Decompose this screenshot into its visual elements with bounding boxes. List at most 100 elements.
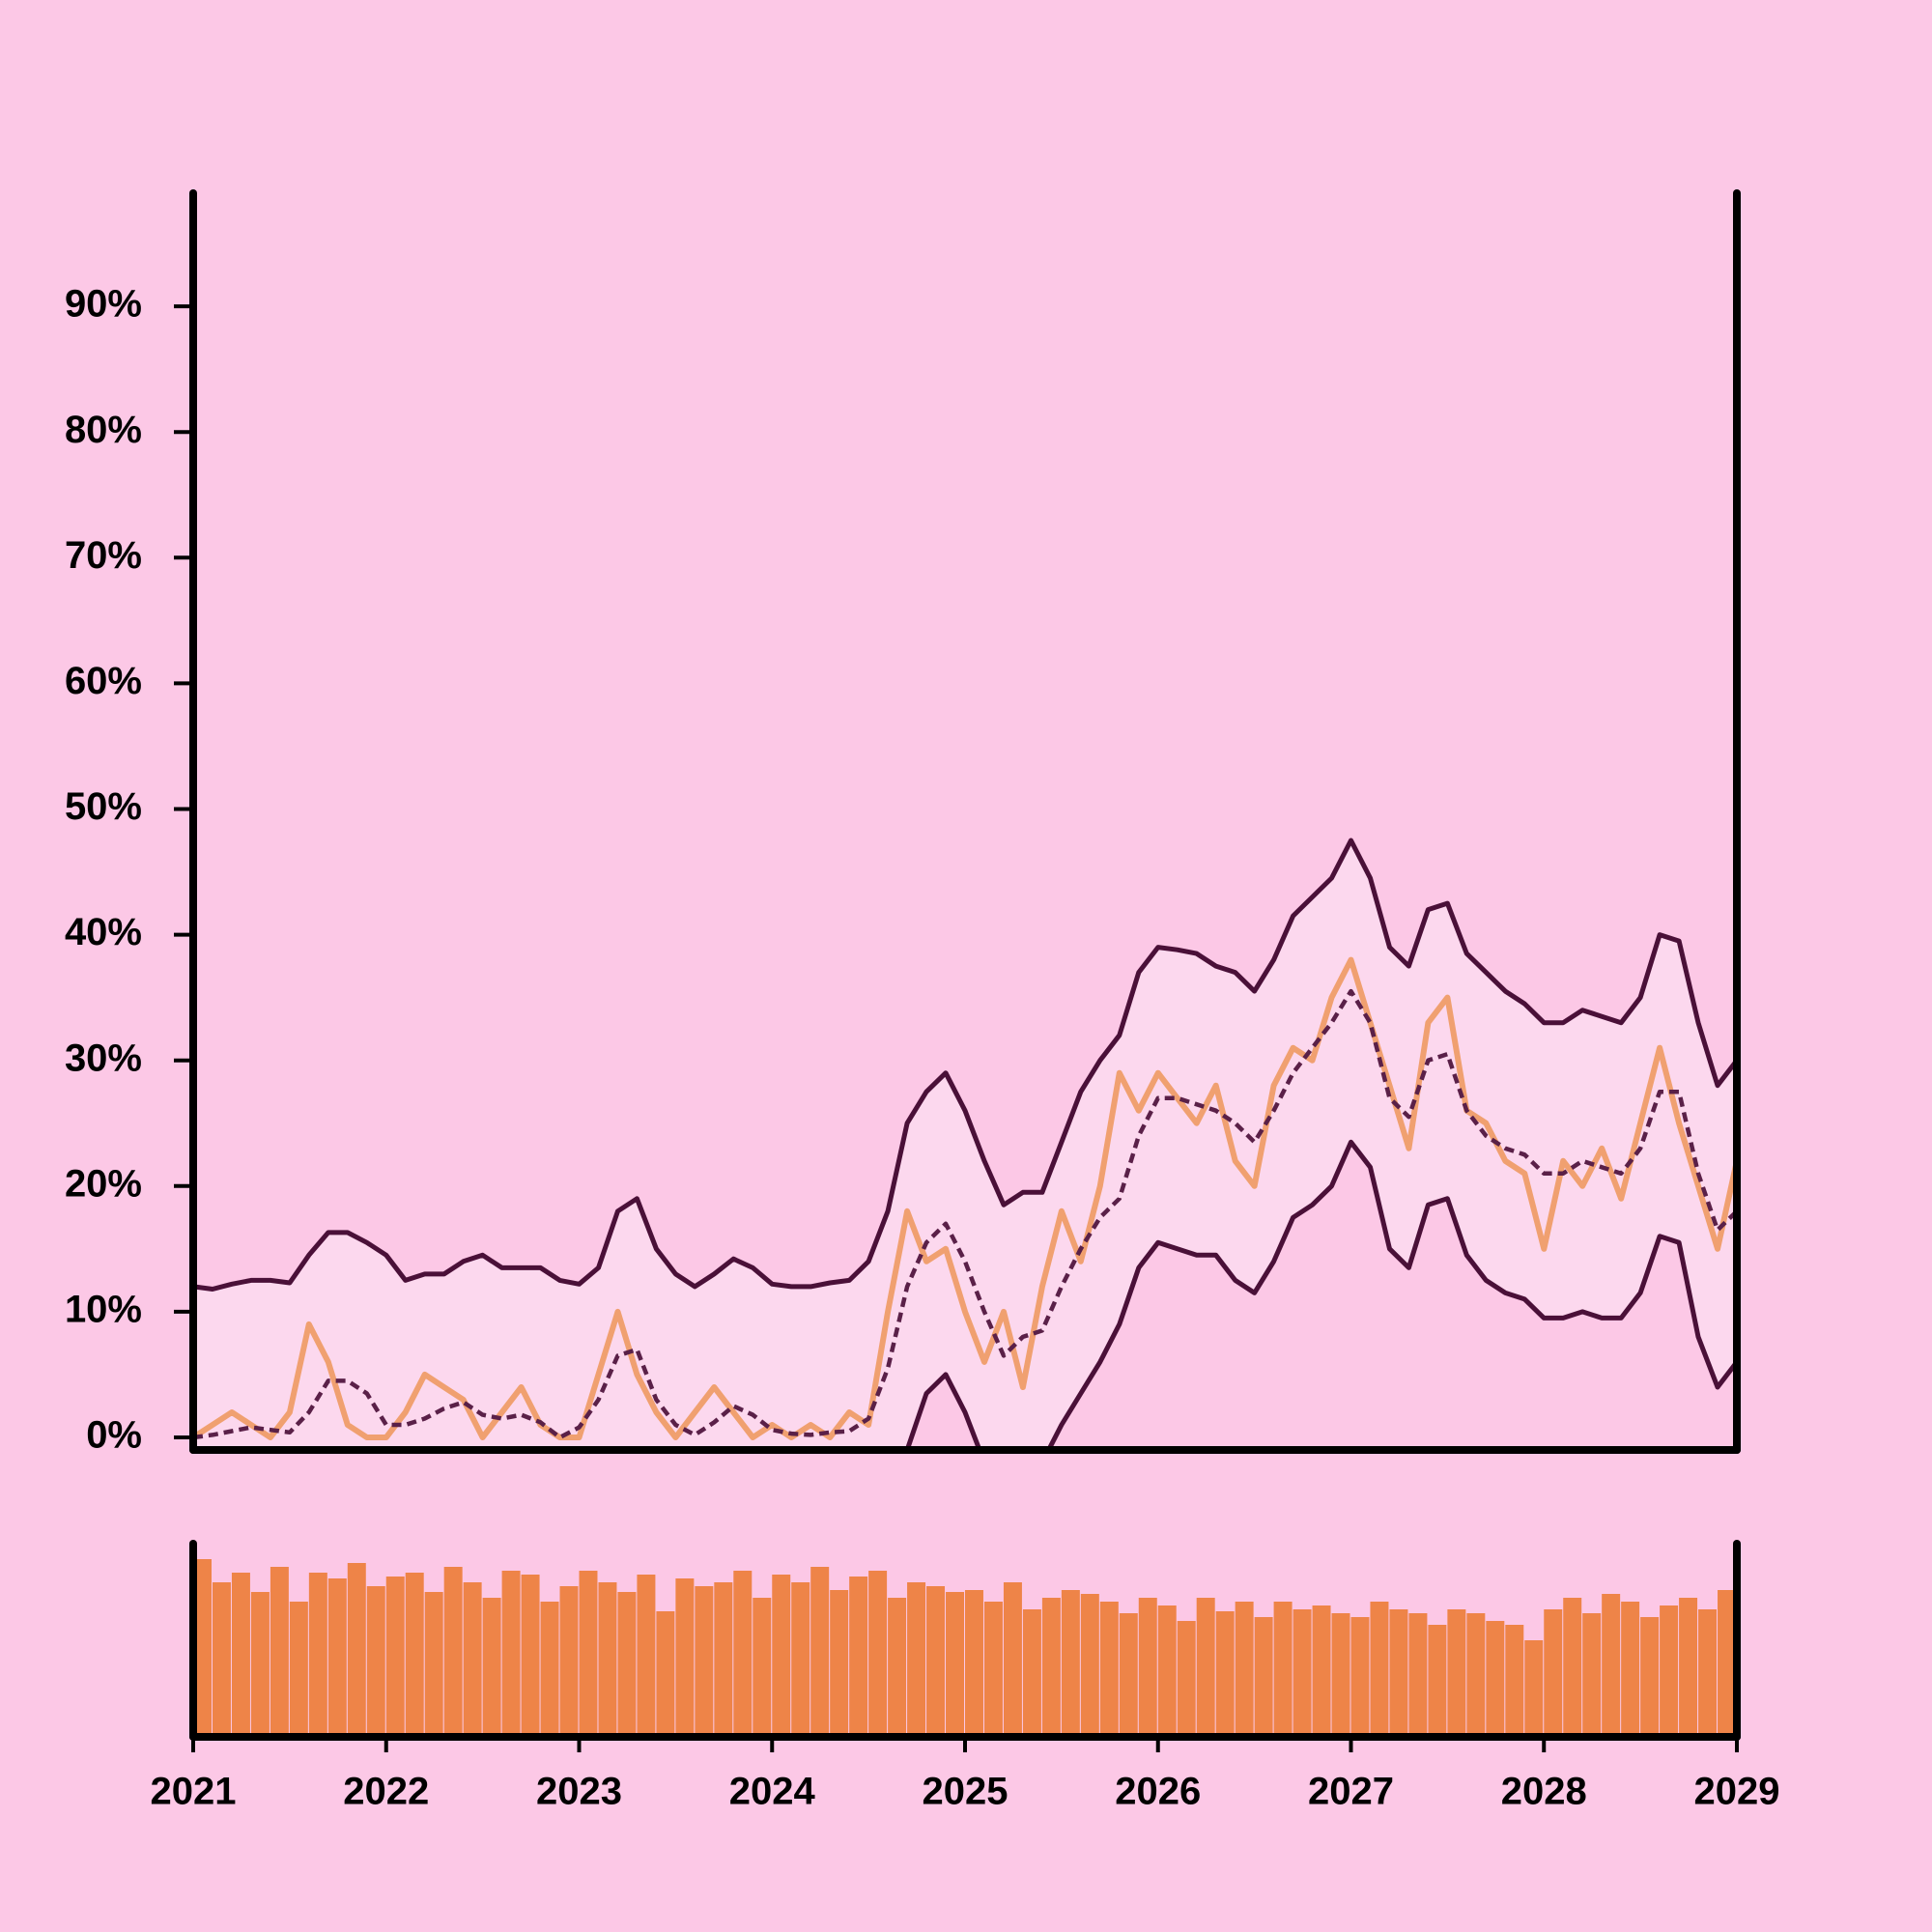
bar (1215, 1611, 1235, 1737)
bar (733, 1571, 753, 1737)
y-tick-label: 70% (65, 534, 142, 577)
bar (946, 1592, 964, 1737)
bar (1428, 1625, 1447, 1737)
x-tick-label: 2022 (343, 1771, 429, 1813)
y-tick-label: 80% (65, 409, 142, 451)
bar (1235, 1602, 1254, 1737)
bar (965, 1590, 983, 1737)
bar (1447, 1609, 1466, 1737)
y-tick-label: 60% (65, 660, 142, 702)
bar (1196, 1598, 1215, 1737)
bar (212, 1582, 231, 1737)
bar (193, 1559, 212, 1737)
bar (1331, 1613, 1350, 1737)
bar (308, 1573, 327, 1737)
plot-area (193, 838, 1737, 1450)
bar (1254, 1617, 1273, 1737)
bar (1003, 1582, 1022, 1737)
x-tick-label: 2021 (151, 1771, 237, 1813)
bar (463, 1582, 482, 1737)
bar (327, 1578, 347, 1737)
bar (385, 1577, 405, 1737)
bar (1563, 1598, 1582, 1737)
bar (1080, 1594, 1099, 1737)
x-tick-label: 2023 (536, 1771, 622, 1813)
bar (1389, 1609, 1408, 1737)
bar (1408, 1613, 1428, 1737)
bar (714, 1582, 733, 1737)
bar (250, 1592, 270, 1737)
bar (1350, 1617, 1370, 1737)
band-line (904, 1139, 1737, 1450)
bar (366, 1586, 385, 1737)
bar (1119, 1613, 1138, 1737)
bar (1582, 1613, 1602, 1737)
bar (1177, 1621, 1196, 1737)
bar (907, 1582, 926, 1737)
y-tick-label: 10% (65, 1288, 142, 1330)
bar (424, 1592, 443, 1737)
bar (1718, 1590, 1736, 1737)
bar (231, 1573, 250, 1737)
x-tick-label: 2026 (1115, 1771, 1201, 1813)
x-tick-label: 2024 (729, 1771, 816, 1813)
y-tick-label: 50% (65, 785, 142, 828)
bar (1505, 1625, 1524, 1737)
bar (1544, 1609, 1563, 1737)
x-tick-label: 2029 (1694, 1771, 1780, 1813)
bar (559, 1586, 579, 1737)
bar (753, 1598, 772, 1737)
bar (482, 1598, 501, 1737)
bar (443, 1567, 463, 1737)
bar (289, 1602, 308, 1737)
bar (926, 1586, 946, 1737)
x-tick-label: 2027 (1308, 1771, 1394, 1813)
bar (598, 1582, 617, 1737)
raw-line (193, 956, 1737, 1440)
bar (521, 1575, 540, 1737)
bar (1370, 1602, 1389, 1737)
bar (1660, 1605, 1679, 1737)
bar (617, 1592, 637, 1737)
bar (270, 1567, 289, 1737)
bar (791, 1582, 810, 1737)
bar (1273, 1602, 1293, 1737)
bar (579, 1571, 598, 1737)
bar (810, 1567, 830, 1737)
bar (1621, 1602, 1640, 1737)
bar (1312, 1605, 1331, 1737)
bar (405, 1573, 424, 1737)
bar (1466, 1613, 1486, 1737)
y-tick-label: 40% (65, 911, 142, 953)
x-tick-label: 2025 (923, 1771, 1009, 1813)
y-tick-label: 90% (65, 283, 142, 326)
bar (1486, 1621, 1505, 1737)
bar (695, 1586, 714, 1737)
bar (830, 1590, 849, 1737)
smoothed-line (193, 988, 1737, 1440)
bar (1157, 1605, 1177, 1737)
bar (1698, 1609, 1718, 1737)
bar (868, 1571, 888, 1737)
bar (656, 1611, 675, 1737)
bar (849, 1577, 868, 1737)
bar (1099, 1602, 1119, 1737)
bar (1524, 1640, 1544, 1737)
bar (501, 1571, 521, 1737)
bar (637, 1575, 656, 1737)
bar (675, 1578, 695, 1737)
bar (983, 1602, 1003, 1737)
bar (888, 1598, 907, 1737)
bar (1679, 1598, 1698, 1737)
bar (1138, 1598, 1157, 1737)
bar (1061, 1590, 1080, 1737)
band-line (193, 838, 1737, 1292)
bar (1640, 1617, 1660, 1737)
bar (1041, 1598, 1061, 1737)
bar (1293, 1609, 1312, 1737)
y-tick-label: 20% (65, 1162, 142, 1205)
y-tick-label: 0% (86, 1414, 142, 1457)
y-tick-label: 30% (65, 1037, 142, 1079)
bar (347, 1563, 366, 1737)
